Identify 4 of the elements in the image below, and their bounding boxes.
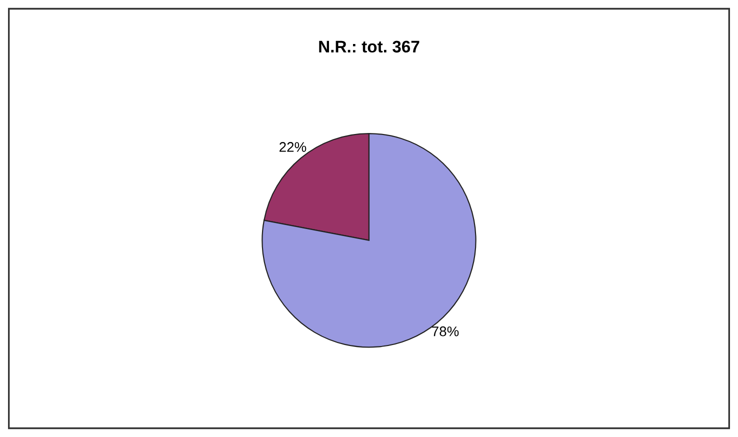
- chart-title: N.R.: tot. 367: [319, 40, 420, 53]
- data-label: 78%: [432, 326, 459, 336]
- data-label: 22%: [280, 142, 306, 152]
- pie-slice: [262, 132, 476, 348]
